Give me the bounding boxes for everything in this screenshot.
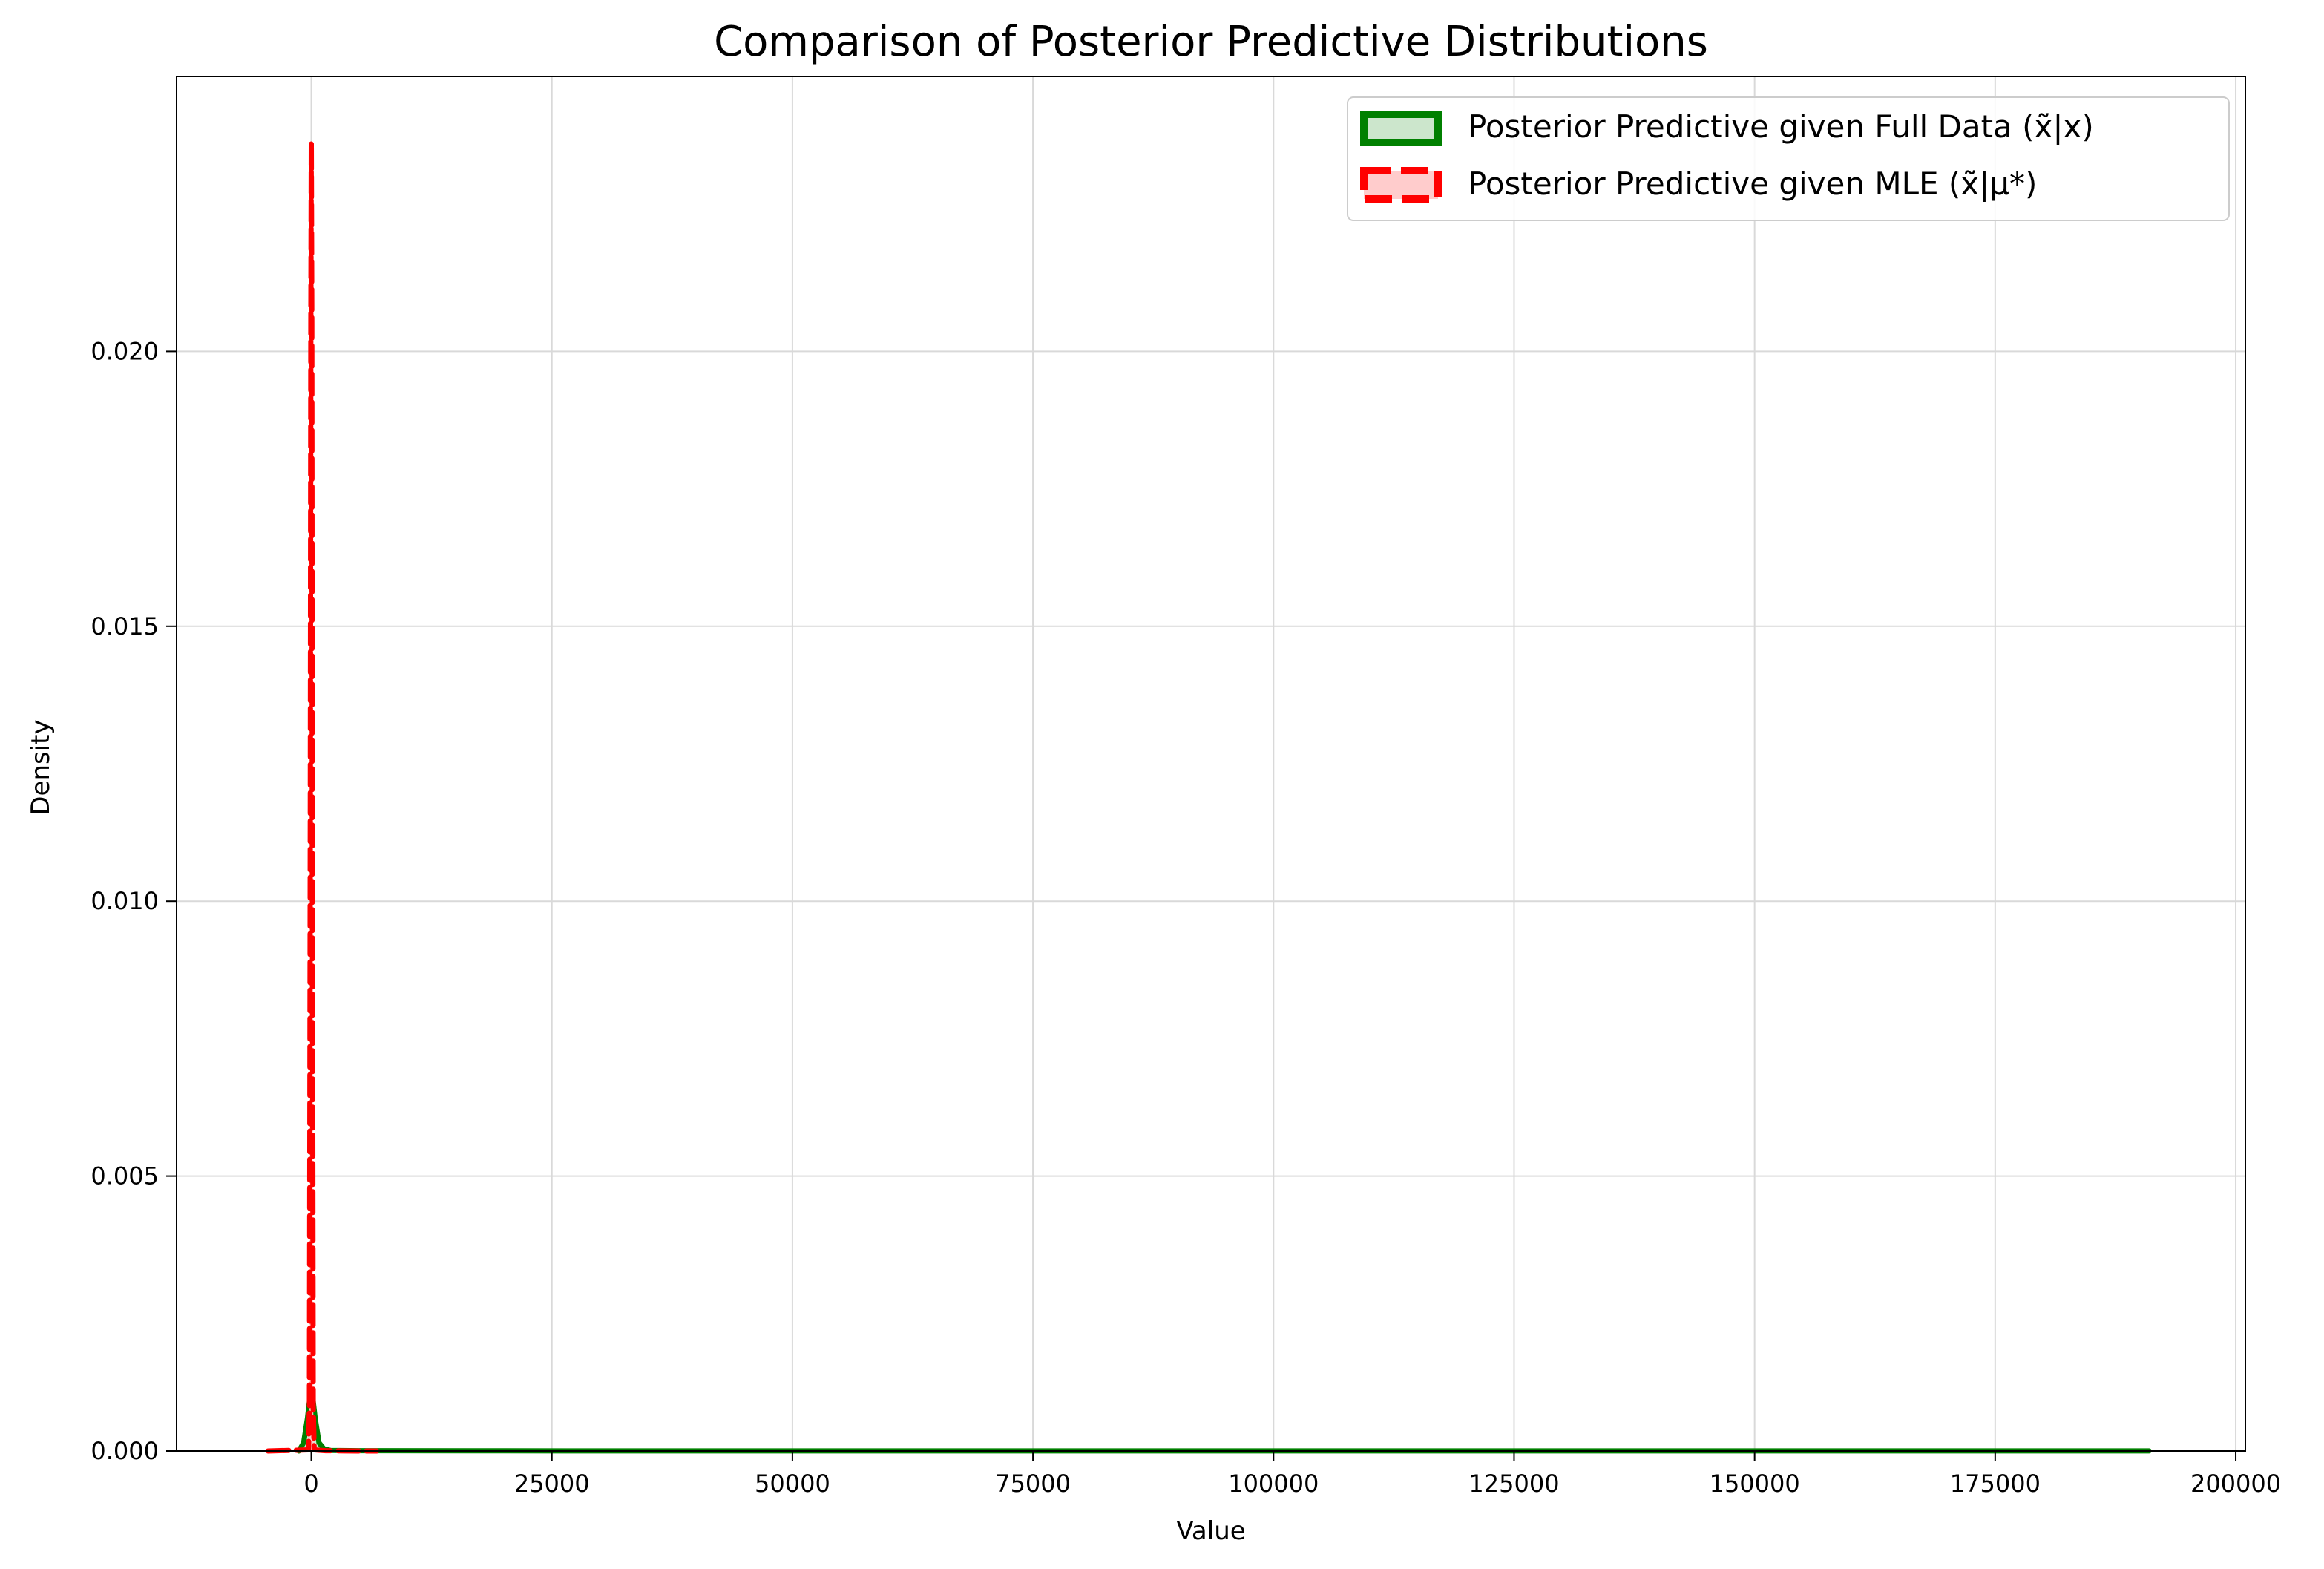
- chart-title: Comparison of Posterior Predictive Distr…: [714, 18, 1708, 66]
- x-tick-label: 75000: [995, 1470, 1071, 1498]
- x-tick-label: 125000: [1468, 1470, 1559, 1498]
- x-tick-label: 50000: [755, 1470, 830, 1498]
- plot-frame: [176, 76, 2246, 1452]
- x-tick-label: 100000: [1228, 1470, 1319, 1498]
- y-tick-label: 0.010: [91, 887, 159, 915]
- x-tick-label: 150000: [1710, 1470, 1800, 1498]
- legend-swatch-full-data: [1360, 111, 1442, 146]
- plot-area: [177, 76, 2245, 1451]
- y-tick-label: 0.005: [91, 1162, 159, 1190]
- y-tick-label: 0.000: [91, 1437, 159, 1465]
- legend-label-mle: Posterior Predictive given MLE (x̃|μ*): [1468, 166, 2037, 202]
- legend: Posterior Predictive given Full Data (x̃…: [1347, 96, 2230, 221]
- x-tick-label: 0: [303, 1470, 318, 1498]
- y-tick-label: 0.020: [91, 337, 159, 365]
- legend-swatch-mle: [1360, 167, 1442, 203]
- x-tick-label: 200000: [2190, 1470, 2281, 1498]
- legend-box: [1347, 96, 2230, 221]
- y-axis-label: Density: [26, 719, 56, 815]
- y-tick-label: 0.015: [91, 612, 159, 641]
- y-axis: 0.000 0.005 0.010 0.015 0.020: [91, 337, 177, 1465]
- x-tick-label: 25000: [514, 1470, 590, 1498]
- x-axis: 0 25000 50000 75000 100000 125000 150000 175000…: [303, 1451, 2281, 1498]
- x-axis-label: Value: [1176, 1516, 1245, 1546]
- legend-label-full-data: Posterior Predictive given Full Data (x̃…: [1468, 108, 2094, 145]
- x-tick-label: 175000: [1950, 1470, 2041, 1498]
